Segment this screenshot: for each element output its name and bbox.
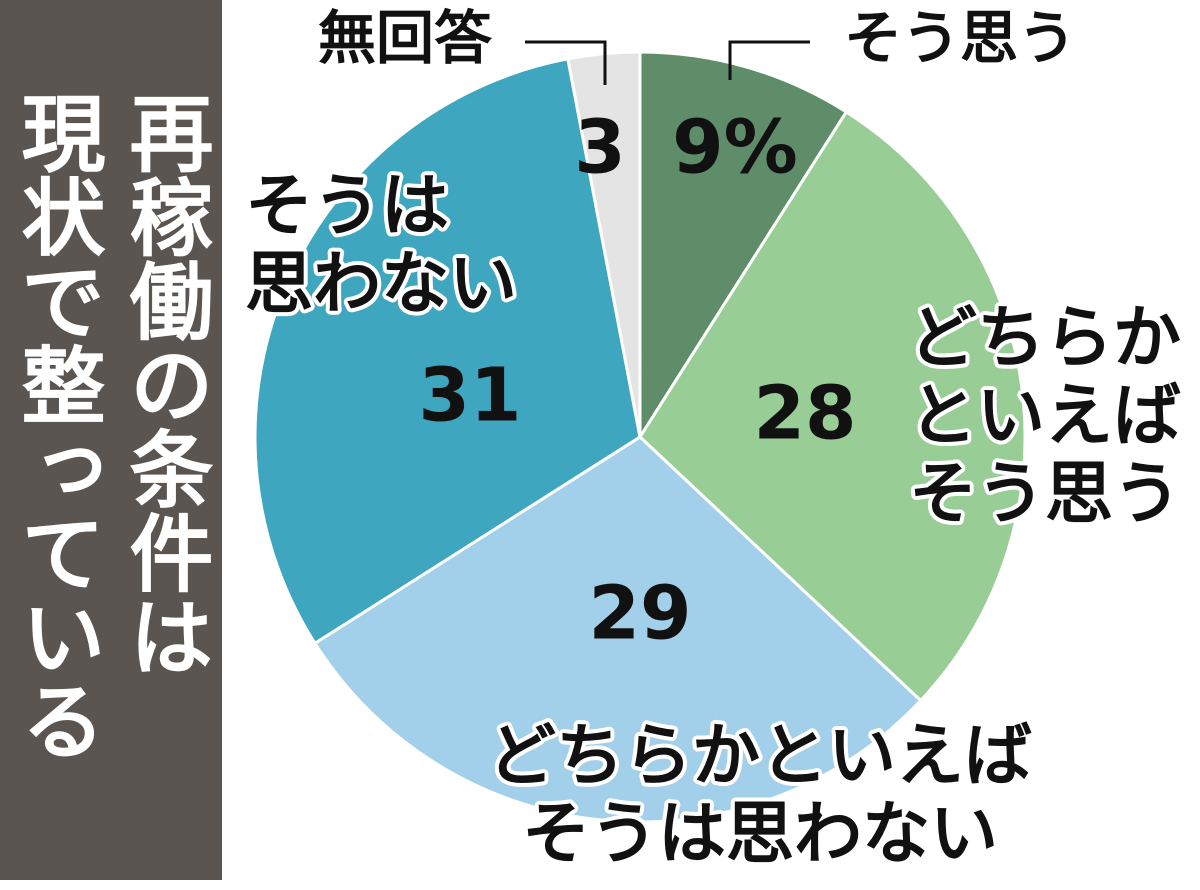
label-line: そう思う: [844, 4, 1076, 72]
leader-line: [728, 40, 810, 80]
label-line: どちらかといえば: [488, 717, 1032, 796]
category-label: そうは思わない: [245, 167, 517, 324]
pie-slice: [638, 109, 1027, 703]
leader-line: [525, 40, 607, 85]
label-line: といえば: [909, 377, 1181, 456]
category-label: どちらかといえばそう思う: [909, 299, 1181, 534]
label-line: 無回答: [318, 4, 493, 72]
value-label: 28: [754, 371, 857, 457]
label-line: そうは: [245, 167, 449, 246]
label-line: どちらか: [909, 299, 1181, 378]
title-box: 再稼働の条件は 現状で整っている: [0, 0, 222, 880]
category-label: 無回答: [318, 4, 493, 72]
pie-slice: [638, 50, 849, 443]
pie-slice: [312, 435, 923, 824]
value-label: 9%: [672, 105, 798, 191]
value-label: 31: [419, 353, 522, 439]
category-label: そう思う: [844, 4, 1076, 72]
chart-title: 再稼働の条件は: [116, 90, 214, 678]
value-label: 3: [574, 105, 626, 191]
value-label: 29: [589, 571, 692, 657]
chart-title: 現状で整っている: [8, 90, 106, 762]
pie-slice: [253, 57, 642, 646]
label-line: そう思う: [909, 455, 1181, 534]
category-label: どちらかといえばそうは思わない: [488, 717, 1032, 874]
label-line: そうは思わない: [522, 795, 998, 874]
label-line: 思わない: [245, 245, 517, 324]
